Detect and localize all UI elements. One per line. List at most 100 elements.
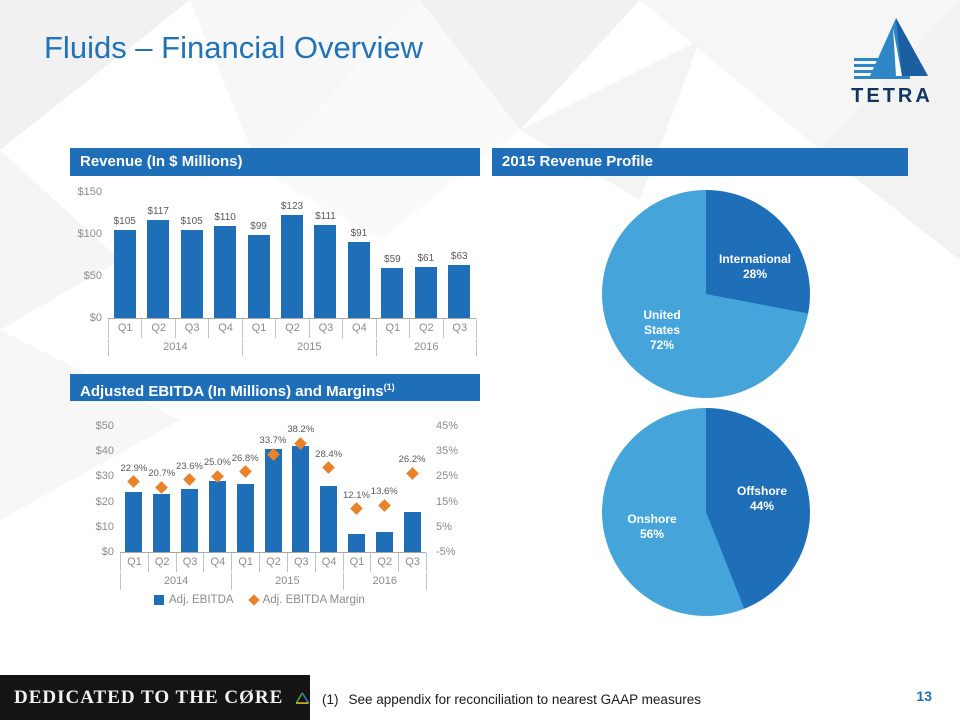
x-axis-line bbox=[120, 552, 426, 553]
x-axis-quarter-label: Q3 bbox=[442, 319, 476, 338]
x-axis-quarter-label: Q2 bbox=[147, 553, 176, 572]
x-axis-line bbox=[108, 318, 476, 319]
x-axis-quarter-label: Q3 bbox=[174, 319, 208, 338]
margin-value-label: 13.6% bbox=[370, 486, 398, 498]
revenue-bar bbox=[314, 224, 337, 318]
ebitda-section-header: Adjusted EBITDA (In Millions) and Margin… bbox=[70, 374, 480, 401]
x-axis-quarter-label: Q1 bbox=[342, 553, 371, 572]
profile-header-label: 2015 Revenue Profile bbox=[502, 153, 653, 170]
pie-graphic bbox=[602, 190, 810, 398]
right-axis-label: 45% bbox=[436, 420, 459, 432]
revenue-profile-pie-chart: International 28% United States 72% bbox=[602, 190, 814, 402]
margin-value-label: 28.4% bbox=[315, 448, 343, 460]
left-axis-label: $50 bbox=[95, 420, 114, 432]
x-axis-quarter-label: Q3 bbox=[308, 319, 342, 338]
revenue-bar bbox=[414, 266, 437, 318]
margin-diamond-marker bbox=[183, 473, 196, 487]
chart-legend: Adj. EBITDA Adj. EBITDA Margin bbox=[154, 594, 365, 606]
revenue-bar-chart: $150 $100 $50 $0 $105 Q1 $117 Q2 $105 Q3 $110 Q4 $99… bbox=[66, 184, 480, 364]
bar-value-label: $99 bbox=[250, 220, 267, 232]
ebitda-bar bbox=[264, 448, 282, 552]
margin-value-label: 26.8% bbox=[231, 452, 259, 464]
x-axis-quarter-label: Q1 bbox=[241, 319, 275, 338]
x-axis-quarter-label: Q2 bbox=[409, 319, 442, 338]
ebitda-bar bbox=[181, 489, 199, 552]
margin-value-label: 23.6% bbox=[176, 460, 203, 472]
revenue-section-header: Revenue (In $ Millions) bbox=[70, 148, 480, 176]
bar-value-label: $63 bbox=[450, 251, 468, 263]
margin-diamond-marker bbox=[377, 498, 391, 512]
diamond-swatch-icon bbox=[247, 594, 260, 606]
x-axis-year-label: 2015 bbox=[241, 339, 376, 356]
ebitda-bar bbox=[208, 481, 226, 552]
margin-value-label: 20.7% bbox=[148, 468, 176, 480]
ebitda-bar bbox=[375, 531, 393, 552]
legend-item-ebitda: Adj. EBITDA bbox=[154, 594, 234, 606]
right-axis-label: -5% bbox=[436, 546, 456, 558]
axis-tick bbox=[476, 319, 477, 338]
x-axis-quarter-label: Q1 bbox=[231, 553, 259, 572]
x-axis-year-label: 2014 bbox=[108, 339, 242, 356]
ebitda-bar bbox=[236, 483, 254, 552]
revenue-bar bbox=[247, 234, 270, 318]
page-title: Fluids – Financial Overview bbox=[44, 30, 424, 65]
margin-value-label: 22.9% bbox=[120, 462, 148, 474]
tetra-logo: TETRA bbox=[844, 16, 940, 108]
right-axis-label: 5% bbox=[436, 520, 452, 533]
y-axis-label: $50 bbox=[83, 270, 102, 282]
left-axis-label: $0 bbox=[101, 546, 114, 558]
axis-tick bbox=[426, 553, 427, 572]
revenue-bar bbox=[147, 219, 170, 318]
x-axis-quarter-label: Q4 bbox=[314, 553, 343, 572]
pie-slice-label-onshore: Onshore 56% bbox=[627, 512, 677, 541]
left-axis-label: $10 bbox=[95, 520, 114, 533]
bar-value-label: $117 bbox=[147, 205, 169, 217]
x-axis-quarter-label: Q2 bbox=[141, 319, 174, 338]
pie-slice-label-international: International 28% bbox=[718, 252, 791, 281]
right-axis-label: 15% bbox=[436, 495, 459, 508]
profile-section-header: 2015 Revenue Profile bbox=[492, 148, 908, 176]
x-axis-year-label: 2014 bbox=[120, 573, 231, 590]
footnote: (1) See appendix for reconciliation to ne… bbox=[322, 692, 701, 707]
x-axis-quarter-label: Q3 bbox=[175, 553, 204, 572]
ebitda-footnote-marker: (1) bbox=[383, 382, 395, 392]
footer-brand-bar: DEDICATED TO THE CØRE bbox=[0, 675, 310, 720]
legend-label-ebitda: Adj. EBITDA bbox=[169, 594, 234, 606]
bar-value-label: $105 bbox=[180, 215, 203, 227]
right-axis-label: 35% bbox=[436, 445, 459, 458]
x-axis-quarter-label: Q1 bbox=[120, 553, 148, 572]
revenue-bar bbox=[214, 225, 237, 318]
y-axis-label: $0 bbox=[89, 312, 102, 324]
ebitda-combo-chart: Adj. EBITDA Adj. EBITDA Margin $50 $40 $30… bbox=[84, 414, 466, 616]
margin-value-label: 25.0% bbox=[203, 457, 231, 469]
x-axis-year-label: 2015 bbox=[231, 573, 342, 590]
revenue-bar bbox=[113, 229, 136, 318]
revenue-bar bbox=[448, 265, 471, 318]
ebitda-header-label: Adjusted EBITDA (In Millions) and Margin… bbox=[80, 383, 384, 400]
footnote-text: See appendix for reconciliation to neare… bbox=[348, 692, 701, 707]
x-axis-quarter-label: Q1 bbox=[375, 319, 409, 338]
pie-slice-label-offshore: Offshore 44% bbox=[736, 484, 787, 513]
x-axis-year-label: 2016 bbox=[342, 573, 426, 590]
revenue-bar bbox=[381, 268, 404, 318]
left-axis-label: $30 bbox=[95, 470, 114, 483]
footer-brand-text: DEDICATED TO THE CØRE bbox=[14, 686, 284, 708]
revenue-bar bbox=[347, 241, 370, 318]
margin-value-label: 12.1% bbox=[342, 489, 370, 501]
left-axis-label: $20 bbox=[95, 495, 114, 508]
ebitda-bar bbox=[320, 486, 338, 552]
axis-tick bbox=[426, 573, 427, 590]
margin-diamond-marker bbox=[238, 465, 252, 479]
bar-swatch-icon bbox=[154, 595, 164, 605]
x-axis-quarter-label: Q4 bbox=[203, 553, 231, 572]
margin-diamond-marker bbox=[350, 502, 363, 516]
bar-value-label: $105 bbox=[113, 215, 136, 227]
ebitda-bar bbox=[153, 494, 171, 552]
bar-value-label: $91 bbox=[350, 227, 368, 239]
x-axis-year-label: 2016 bbox=[375, 339, 476, 356]
margin-diamond-marker bbox=[127, 475, 141, 489]
revenue-bar bbox=[180, 229, 203, 318]
bar-value-label: $110 bbox=[214, 211, 236, 223]
left-axis-label: $40 bbox=[95, 445, 114, 458]
pie-graphic bbox=[602, 408, 810, 616]
